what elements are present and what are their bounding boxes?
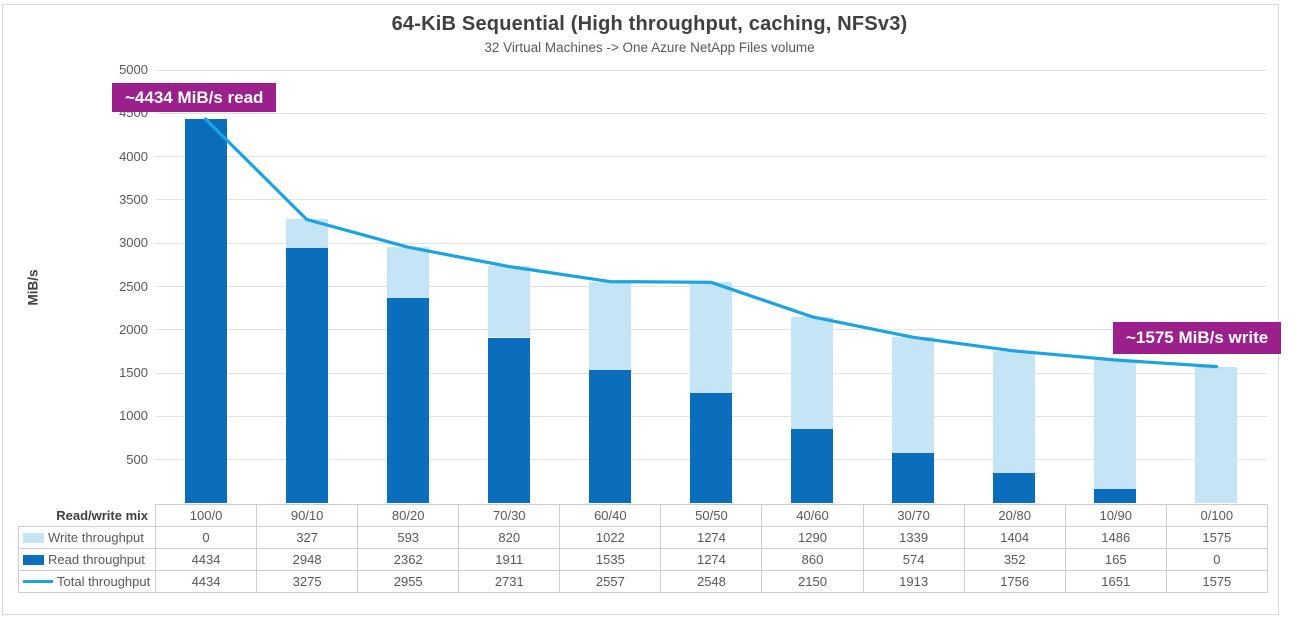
value-cell: 1274 (660, 548, 763, 571)
value-cell: 574 (862, 548, 965, 571)
value-cell: 0 (154, 526, 258, 549)
legend-swatch-icon (23, 554, 44, 565)
read-bar-30/70 (892, 453, 935, 503)
read-bar-70/30 (487, 337, 530, 503)
y-tick-label: 3500 (119, 191, 148, 207)
gridline-3500 (155, 199, 1267, 201)
y-tick-label: 500 (126, 451, 148, 467)
table-corner-label: Read/write mix (18, 504, 156, 527)
value-cell: 4434 (154, 548, 258, 571)
legend-cell: Total throughput (18, 570, 156, 593)
value-cell: 2362 (357, 548, 460, 571)
annotation-write-peak: ~1575 MiB/s write (1113, 322, 1282, 354)
value-cell: 1651 (1064, 570, 1167, 593)
category-header-50/50: 50/50 (660, 504, 763, 527)
table-row-write-throughput: Write throughput 0 327 593 820 1022 1274 1290 13… (18, 526, 1268, 549)
read-bar-10/90 (1094, 488, 1137, 503)
value-cell: 2557 (559, 570, 662, 593)
value-cell: 1404 (963, 526, 1066, 549)
legend-swatch-icon (23, 580, 53, 583)
value-cell: 2548 (660, 570, 763, 593)
category-header-0/100: 0/100 (1165, 504, 1268, 527)
gridline-4500 (155, 112, 1267, 114)
category-header-60/40: 60/40 (559, 504, 662, 527)
value-cell: 1756 (963, 570, 1066, 593)
y-tick-label: 2000 (119, 321, 148, 337)
legend-label: Total throughput (57, 574, 151, 589)
value-cell: 820 (458, 526, 561, 549)
category-header-30/70: 30/70 (862, 504, 965, 527)
y-tick-label: 5000 (119, 62, 148, 77)
table-header-row: Read/write mix 100/0 90/10 80/20 70/30 60/40… (18, 504, 1268, 527)
y-tick-label: 2500 (119, 278, 148, 294)
value-cell: 3275 (256, 570, 359, 593)
value-cell: 2955 (357, 570, 460, 593)
category-header-80/20: 80/20 (357, 504, 460, 527)
data-table: Read/write mix 100/0 90/10 80/20 70/30 60/40… (18, 504, 1268, 593)
category-header-10/90: 10/90 (1064, 504, 1167, 527)
value-cell: 2150 (761, 570, 864, 593)
write-bar-50/50 (690, 282, 732, 393)
read-bar-90/10 (285, 247, 328, 503)
read-bar-60/40 (588, 370, 631, 503)
value-cell: 2731 (458, 570, 561, 593)
legend-label: Write throughput (48, 530, 144, 545)
gridline-3000 (155, 242, 1267, 244)
legend-swatch-icon (23, 532, 44, 543)
write-bar-0/100 (1195, 366, 1238, 503)
total-throughput-line (203, 117, 1219, 369)
read-bar-40/60 (791, 428, 834, 503)
value-cell: 2948 (256, 548, 359, 571)
legend-label: Read throughput (48, 552, 145, 567)
category-header-20/80: 20/80 (963, 504, 1066, 527)
category-header-70/30: 70/30 (458, 504, 561, 527)
value-cell: 1535 (559, 548, 662, 571)
value-cell: 327 (256, 526, 359, 549)
read-bar-20/80 (993, 472, 1036, 503)
value-cell: 352 (963, 548, 1066, 571)
write-bar-40/60 (791, 316, 834, 429)
category-header-90/10: 90/10 (256, 504, 359, 527)
value-cell: 1575 (1165, 526, 1268, 549)
category-header-40/60: 40/60 (761, 504, 864, 527)
write-bar-30/70 (892, 337, 935, 454)
write-bar-60/40 (588, 281, 631, 371)
value-cell: 860 (761, 548, 864, 571)
value-cell: 1290 (761, 526, 864, 549)
read-bar-80/20 (386, 298, 429, 503)
read-bar-50/50 (690, 392, 732, 503)
chart-subtitle: 32 Virtual Machines -> One Azure NetApp … (484, 40, 815, 55)
value-cell: 1339 (862, 526, 965, 549)
category-header-100/0: 100/0 (154, 504, 258, 527)
y-tick-label: 3000 (119, 235, 148, 251)
value-cell: 0 (1165, 548, 1268, 571)
y-tick-label: 4000 (119, 148, 148, 164)
value-cell: 165 (1064, 548, 1167, 571)
gridline-5000 (155, 69, 1267, 71)
write-bar-10/90 (1094, 360, 1137, 489)
write-bar-80/20 (386, 247, 429, 299)
value-cell: 1486 (1064, 526, 1167, 549)
y-tick-label: 1000 (119, 408, 148, 424)
value-cell: 1274 (660, 526, 763, 549)
y-tick-label: 1500 (119, 365, 148, 381)
value-cell: 1913 (862, 570, 965, 593)
legend-cell: Write throughput (18, 526, 156, 549)
write-bar-70/30 (487, 266, 530, 338)
table-row-read-throughput: Read throughput 4434 2948 2362 1911 1535 1274 8… (18, 548, 1268, 571)
value-cell: 1022 (559, 526, 662, 549)
annotation-read-peak: ~4434 MiB/s read (112, 83, 277, 112)
value-cell: 4434 (154, 570, 258, 593)
write-bar-20/80 (993, 350, 1036, 473)
chart-title: 64-KiB Sequential (High throughput, cach… (391, 13, 908, 35)
y-axis-title: MiB/s (25, 269, 41, 306)
value-cell: 593 (357, 526, 460, 549)
value-cell: 1575 (1165, 570, 1268, 593)
gridline-4000 (155, 156, 1267, 158)
table-row-total-throughput: Total throughput 4434 3275 2955 2731 2557 2548… (18, 570, 1268, 593)
legend-cell: Read throughput (18, 548, 156, 571)
value-cell: 1911 (458, 548, 561, 571)
read-bar-100/0 (184, 119, 227, 503)
